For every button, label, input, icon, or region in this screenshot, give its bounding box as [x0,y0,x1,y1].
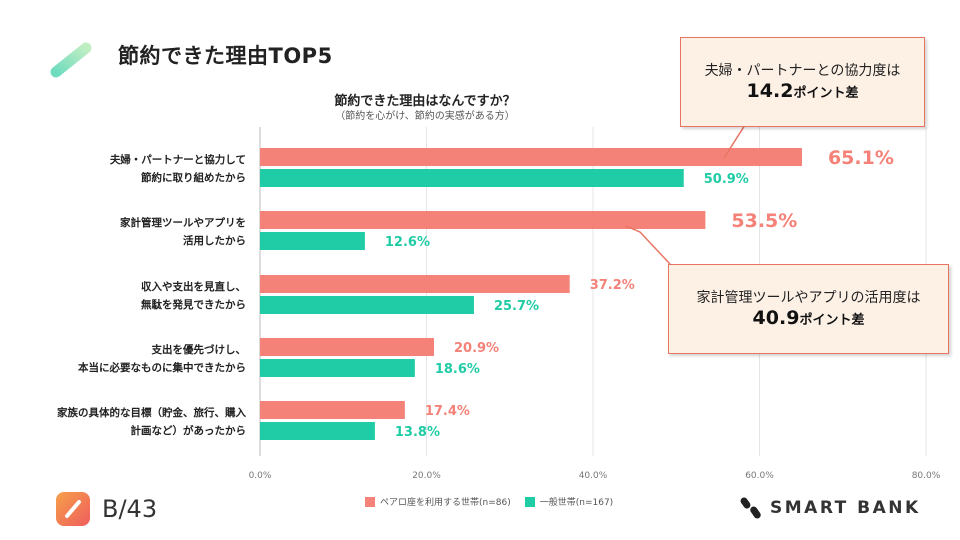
value-label-general: 50.9% [704,172,749,187]
smartbank-logo: SMART BANK [740,494,921,522]
bar-pair [260,148,802,166]
pencil-logo-icon [56,492,90,526]
header-stripe-icon [50,42,92,78]
legend-item-pair: ペアロ座を利用する世帯(n=86) [365,495,511,508]
bar-pair [260,401,405,419]
chart-title: 節約できた理由はなんですか？ [334,94,516,109]
x-tick-label: 20.0% [412,471,441,481]
bar-general [260,296,474,314]
bar-general [260,422,375,440]
category-label: 無駄を発見できたから [141,298,246,311]
value-label-general: 25.7% [494,299,539,314]
legend: ペアロ座を利用する世帯(n=86) 一般世帯(n=167) [365,495,627,508]
legend-item-general: 一般世帯(n=167) [524,495,614,508]
category-label: 節約に取り組めたから [140,171,246,184]
category-label: 計画など）があったから [131,424,247,437]
value-label-general: 18.6% [435,362,480,377]
page-indicator: B/43 [56,492,157,526]
x-tick-label: 80.0% [912,471,941,481]
category-label: 家計管理ツールやアプリを [120,216,246,229]
category-label: 収入や支出を見直し、 [141,280,246,293]
bar-pair [260,338,434,356]
category-label: 夫婦・パートナーと協力して [110,153,246,166]
value-label-general: 12.6% [385,235,430,250]
brand-name: SMART BANK [770,498,921,518]
callout-unit: ポイント差 [799,313,865,328]
legend-label-general: 一般世帯(n=167) [539,498,614,508]
page-title: 節約できた理由TOP5 [118,44,333,68]
x-tick-label: 40.0% [579,471,608,481]
callout-app: 家計管理ツールやアプリの活用度は 40.9ポイント差 [668,264,949,354]
callout-text: 夫婦・パートナーとの協力度は [704,63,901,79]
callout-value: 14.2 [746,80,794,102]
value-label-pair: 37.2% [590,278,635,293]
legend-swatch-general [524,496,535,507]
legend-swatch-pair [365,496,375,507]
x-tick-label: 0.0% [249,471,272,481]
value-label-pair: 65.1% [828,147,894,169]
callout-text: 家計管理ツールやアプリの活用度は [696,290,921,306]
page-number: B/43 [102,495,158,523]
bar-general [260,169,684,187]
legend-label-pair: ペアロ座を利用する世帯(n=86) [380,498,511,508]
callout-unit: ポイント差 [793,86,859,101]
bar-general [260,232,365,250]
callout-partner: 夫婦・パートナーとの協力度は 14.2ポイント差 [680,37,925,127]
bar-pair [260,275,570,293]
value-label-pair: 17.4% [425,404,470,419]
callout-pointer [625,225,671,265]
callout-value: 40.9 [752,307,800,329]
category-label: 活用したから [183,234,246,247]
value-label-general: 13.8% [395,425,440,440]
value-label-pair: 53.5% [731,210,797,232]
x-tick-label: 60.0% [745,471,774,481]
category-label: 本当に必要なものに集中できたから [78,361,246,374]
bar-general [260,359,415,377]
bar-pair [260,211,706,229]
smartbank-mark-icon [740,497,761,519]
chart-subtitle: （節約を心がけ、節約の実感がある方） [335,111,515,122]
category-label: 支出を優先づけし、 [151,343,247,356]
category-label: 家族の具体的な目標（貯金、旅行、購入 [57,406,246,419]
value-label-pair: 20.9% [454,341,499,356]
